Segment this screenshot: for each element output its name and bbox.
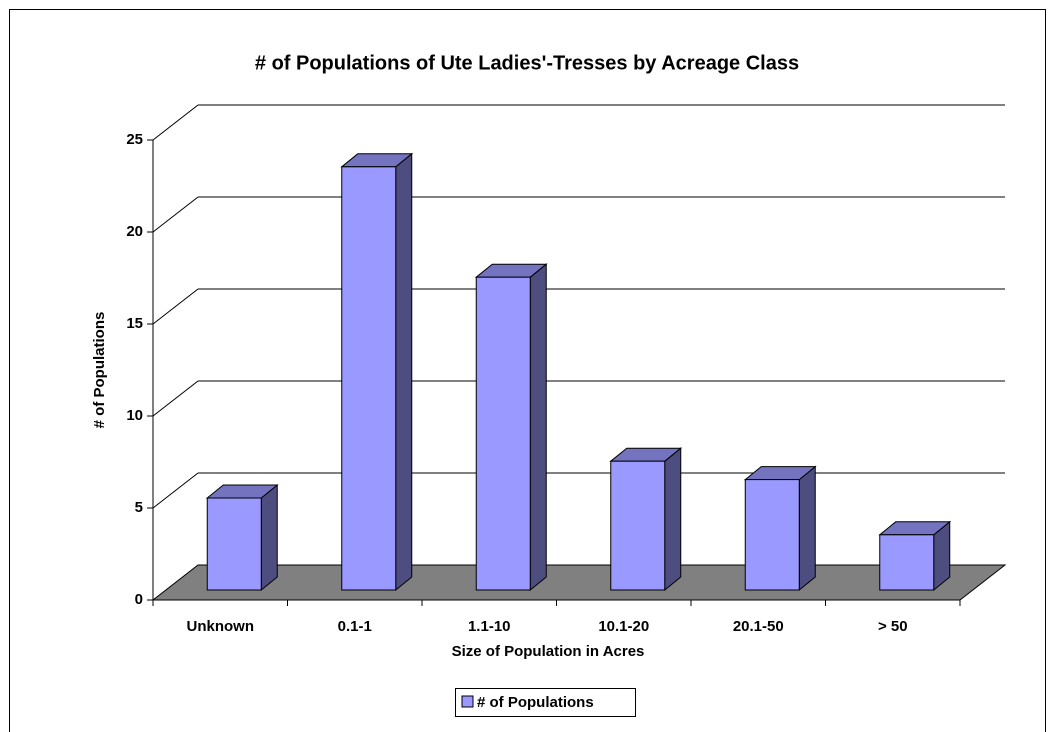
x-tick-label: 10.1-20 [598, 618, 649, 635]
x-tick-label: 20.1-50 [733, 618, 784, 635]
bar-side [529, 263, 547, 592]
legend-label: # of Populations [477, 694, 594, 711]
y-tick-label: 20 [126, 223, 143, 240]
legend-swatch [461, 695, 474, 708]
bar-side [664, 447, 682, 592]
grid-line [152, 472, 199, 509]
y-tick-label: 15 [126, 315, 143, 332]
bar [744, 479, 800, 591]
bar-side [395, 152, 413, 592]
bar [610, 460, 666, 591]
y-tick-label: 5 [135, 499, 143, 516]
y-axis-label: # of Populations [91, 312, 108, 429]
bar-side [260, 483, 278, 592]
bar [879, 534, 935, 591]
bar-side [798, 465, 816, 592]
y-tick-label: 0 [135, 591, 143, 608]
y-tick-label: 10 [126, 407, 143, 424]
grid-line [152, 104, 199, 141]
x-tick-label: Unknown [187, 618, 255, 635]
grid-line [152, 380, 199, 417]
x-tick-label: 1.1-10 [468, 618, 511, 635]
bar [475, 276, 531, 591]
chart-title: # of Populations of Ute Ladies'-Tresses … [255, 52, 799, 74]
y-tick-label: 25 [126, 131, 143, 148]
x-axis-label: Size of Population in Acres [452, 643, 645, 660]
legend-box [455, 688, 636, 717]
grid-line [152, 196, 199, 233]
x-tick-label: 0.1-1 [338, 618, 372, 635]
grid-line [152, 288, 199, 325]
bar [341, 166, 397, 591]
x-tick-label: > 50 [878, 618, 908, 635]
floor [151, 564, 1007, 601]
bar [206, 497, 262, 591]
